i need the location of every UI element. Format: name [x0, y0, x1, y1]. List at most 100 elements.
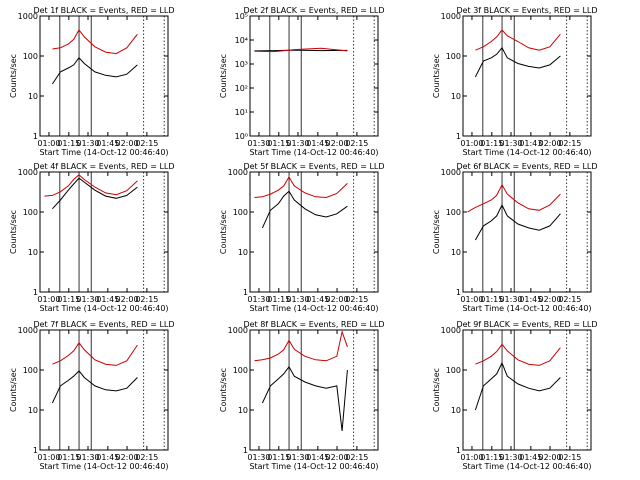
panel-title: Det 6f BLACK = Events, RED = LLD: [456, 162, 597, 171]
x-tick-label: 01:30: [286, 295, 309, 304]
panel-det-3: Det 3f BLACK = Events, RED = LLD 1 10 100 10…: [432, 6, 598, 157]
y-tick-label: 100: [233, 208, 248, 217]
y-tick-label: 1000: [18, 168, 38, 177]
x-tick-label: 01:43: [519, 139, 542, 148]
x-tick-label: 02:00: [326, 139, 349, 148]
x-tick-label: 01:15: [267, 139, 290, 148]
y-axis-label: Counts/sec: [219, 54, 228, 98]
x-tick-label: 01:30: [76, 139, 99, 148]
x-tick-label: 01:15: [480, 139, 503, 148]
x-tick-label: 01:45: [306, 295, 329, 304]
series-events-line: [51, 370, 138, 404]
y-tick-label: 1: [456, 446, 461, 455]
series-lld-line: [254, 47, 348, 53]
y-tick-label: 10: [238, 406, 248, 415]
x-tick-label: 01:30: [499, 139, 522, 148]
panel-title: Det 7f BLACK = Events, RED = LLD: [33, 320, 174, 329]
y-tick-label: 100: [23, 52, 38, 61]
series-events-line: [474, 46, 561, 78]
panel-title: Det 3f BLACK = Events, RED = LLD: [456, 6, 597, 15]
axes-frame: [249, 15, 379, 137]
series-events-line: [261, 365, 348, 431]
y-tick-label: 10: [28, 406, 38, 415]
x-tick-label: 01:00: [37, 453, 60, 462]
panel-det-4: Det 4f BLACK = Events, RED = LLD 1 10 100 10…: [9, 162, 175, 313]
y-tick-label: 100: [446, 208, 461, 217]
series-events-line: [474, 361, 561, 411]
y-tick-label: 1: [33, 446, 38, 455]
x-axis-label: Start Time (14-Oct-12 00:46:40): [462, 462, 591, 471]
x-tick-label: 02:15: [558, 453, 581, 462]
series-lld-line: [52, 28, 138, 55]
panel-title: Det 8f BLACK = Events, RED = LLD: [243, 320, 384, 329]
panel-det-8: Det 8f BLACK = Events, RED = LLD 1 10 100 10…: [219, 320, 385, 471]
x-tick-label: 02:00: [326, 295, 349, 304]
series-events-line: [474, 203, 561, 241]
series-events-line: [52, 177, 138, 210]
x-tick-label: 01:45: [306, 453, 329, 462]
panel-title: Det 1f BLACK = Events, RED = LLD: [33, 6, 174, 15]
x-tick-label: 02:00: [116, 139, 139, 148]
y-tick-label: 1000: [18, 326, 38, 335]
x-tick-label: 02:00: [539, 453, 562, 462]
y-tick-label: 1000: [228, 168, 248, 177]
x-tick-label: 01:15: [57, 295, 80, 304]
panel-det-7: Det 7f BLACK = Events, RED = LLD 1 10 100 10…: [9, 320, 175, 471]
panel-det-9: Det 9f BLACK = Events, RED = LLD 1 10 100 10…: [432, 320, 598, 471]
y-tick-label: 1000: [441, 326, 461, 335]
y-tick-label: 100: [446, 52, 461, 61]
x-tick-label: 01:15: [480, 295, 503, 304]
panel-title: Det 4f BLACK = Events, RED = LLD: [33, 162, 174, 171]
panel-det-2: Det 2f BLACK = Events, RED = LLD 10⁰ 10¹ 10…: [219, 6, 385, 157]
y-tick-label: 1: [456, 288, 461, 297]
y-tick-label: 1: [33, 288, 38, 297]
x-axis-label: Start Time (14-Oct-12 00:46:40): [39, 304, 168, 313]
y-tick-label: 10⁵: [235, 12, 248, 21]
y-tick-label: 10³: [235, 60, 248, 69]
y-tick-label: 1000: [18, 12, 38, 21]
axes-frame: [462, 15, 592, 137]
y-axis-label: Counts/sec: [9, 210, 18, 254]
y-axis-label: Counts/sec: [9, 368, 18, 412]
x-tick-label: 02:15: [135, 295, 158, 304]
x-tick-label: 02:15: [135, 453, 158, 462]
series-lld-line: [44, 174, 138, 197]
x-axis-label: Start Time (14-Oct-12 00:46:40): [249, 148, 378, 157]
x-axis-label: Start Time (14-Oct-12 00:46:40): [249, 304, 378, 313]
x-axis-label: Start Time (14-Oct-12 00:46:40): [39, 462, 168, 471]
series-lld-line: [254, 329, 348, 362]
y-tick-label: 100: [446, 366, 461, 375]
y-tick-label: 1: [243, 446, 248, 455]
x-tick-label: 02:15: [345, 295, 368, 304]
x-tick-label: 01:45: [96, 139, 119, 148]
x-tick-label: 02:15: [558, 295, 581, 304]
x-tick-label: 02:00: [116, 295, 139, 304]
x-tick-label: 01:00: [37, 295, 60, 304]
x-axis-label: Start Time (14-Oct-12 00:46:40): [39, 148, 168, 157]
x-tick-label: 01:15: [480, 453, 503, 462]
y-tick-label: 10: [451, 92, 461, 101]
x-axis-label: Start Time (14-Oct-12 00:46:40): [462, 304, 591, 313]
y-tick-label: 10⁰: [235, 132, 248, 141]
x-axis-label: Start Time (14-Oct-12 00:46:40): [249, 462, 378, 471]
y-tick-label: 100: [23, 208, 38, 217]
y-tick-label: 10⁴: [235, 36, 248, 45]
panel-det-1: Det 1f BLACK = Events, RED = LLD 1 10 100 10…: [9, 6, 175, 157]
x-tick-label: 02:15: [345, 453, 368, 462]
x-tick-label: 01:45: [519, 295, 542, 304]
x-tick-label: 01:30: [247, 295, 270, 304]
y-axis-label: Counts/sec: [432, 54, 441, 98]
y-tick-label: 10: [28, 92, 38, 101]
x-tick-label: 01:30: [76, 295, 99, 304]
series-lld-line: [52, 341, 138, 366]
x-tick-label: 01:00: [460, 295, 483, 304]
x-tick-label: 01:30: [286, 453, 309, 462]
x-tick-label: 01:15: [57, 139, 80, 148]
y-axis-label: Counts/sec: [9, 54, 18, 98]
x-tick-label: 01:45: [96, 453, 119, 462]
x-axis-label: Start Time (14-Oct-12 00:46:40): [462, 148, 591, 157]
x-tick-label: 01:00: [460, 453, 483, 462]
x-tick-label: 02:00: [116, 453, 139, 462]
x-tick-label: 01:45: [96, 295, 119, 304]
x-tick-label: 01:15: [57, 453, 80, 462]
